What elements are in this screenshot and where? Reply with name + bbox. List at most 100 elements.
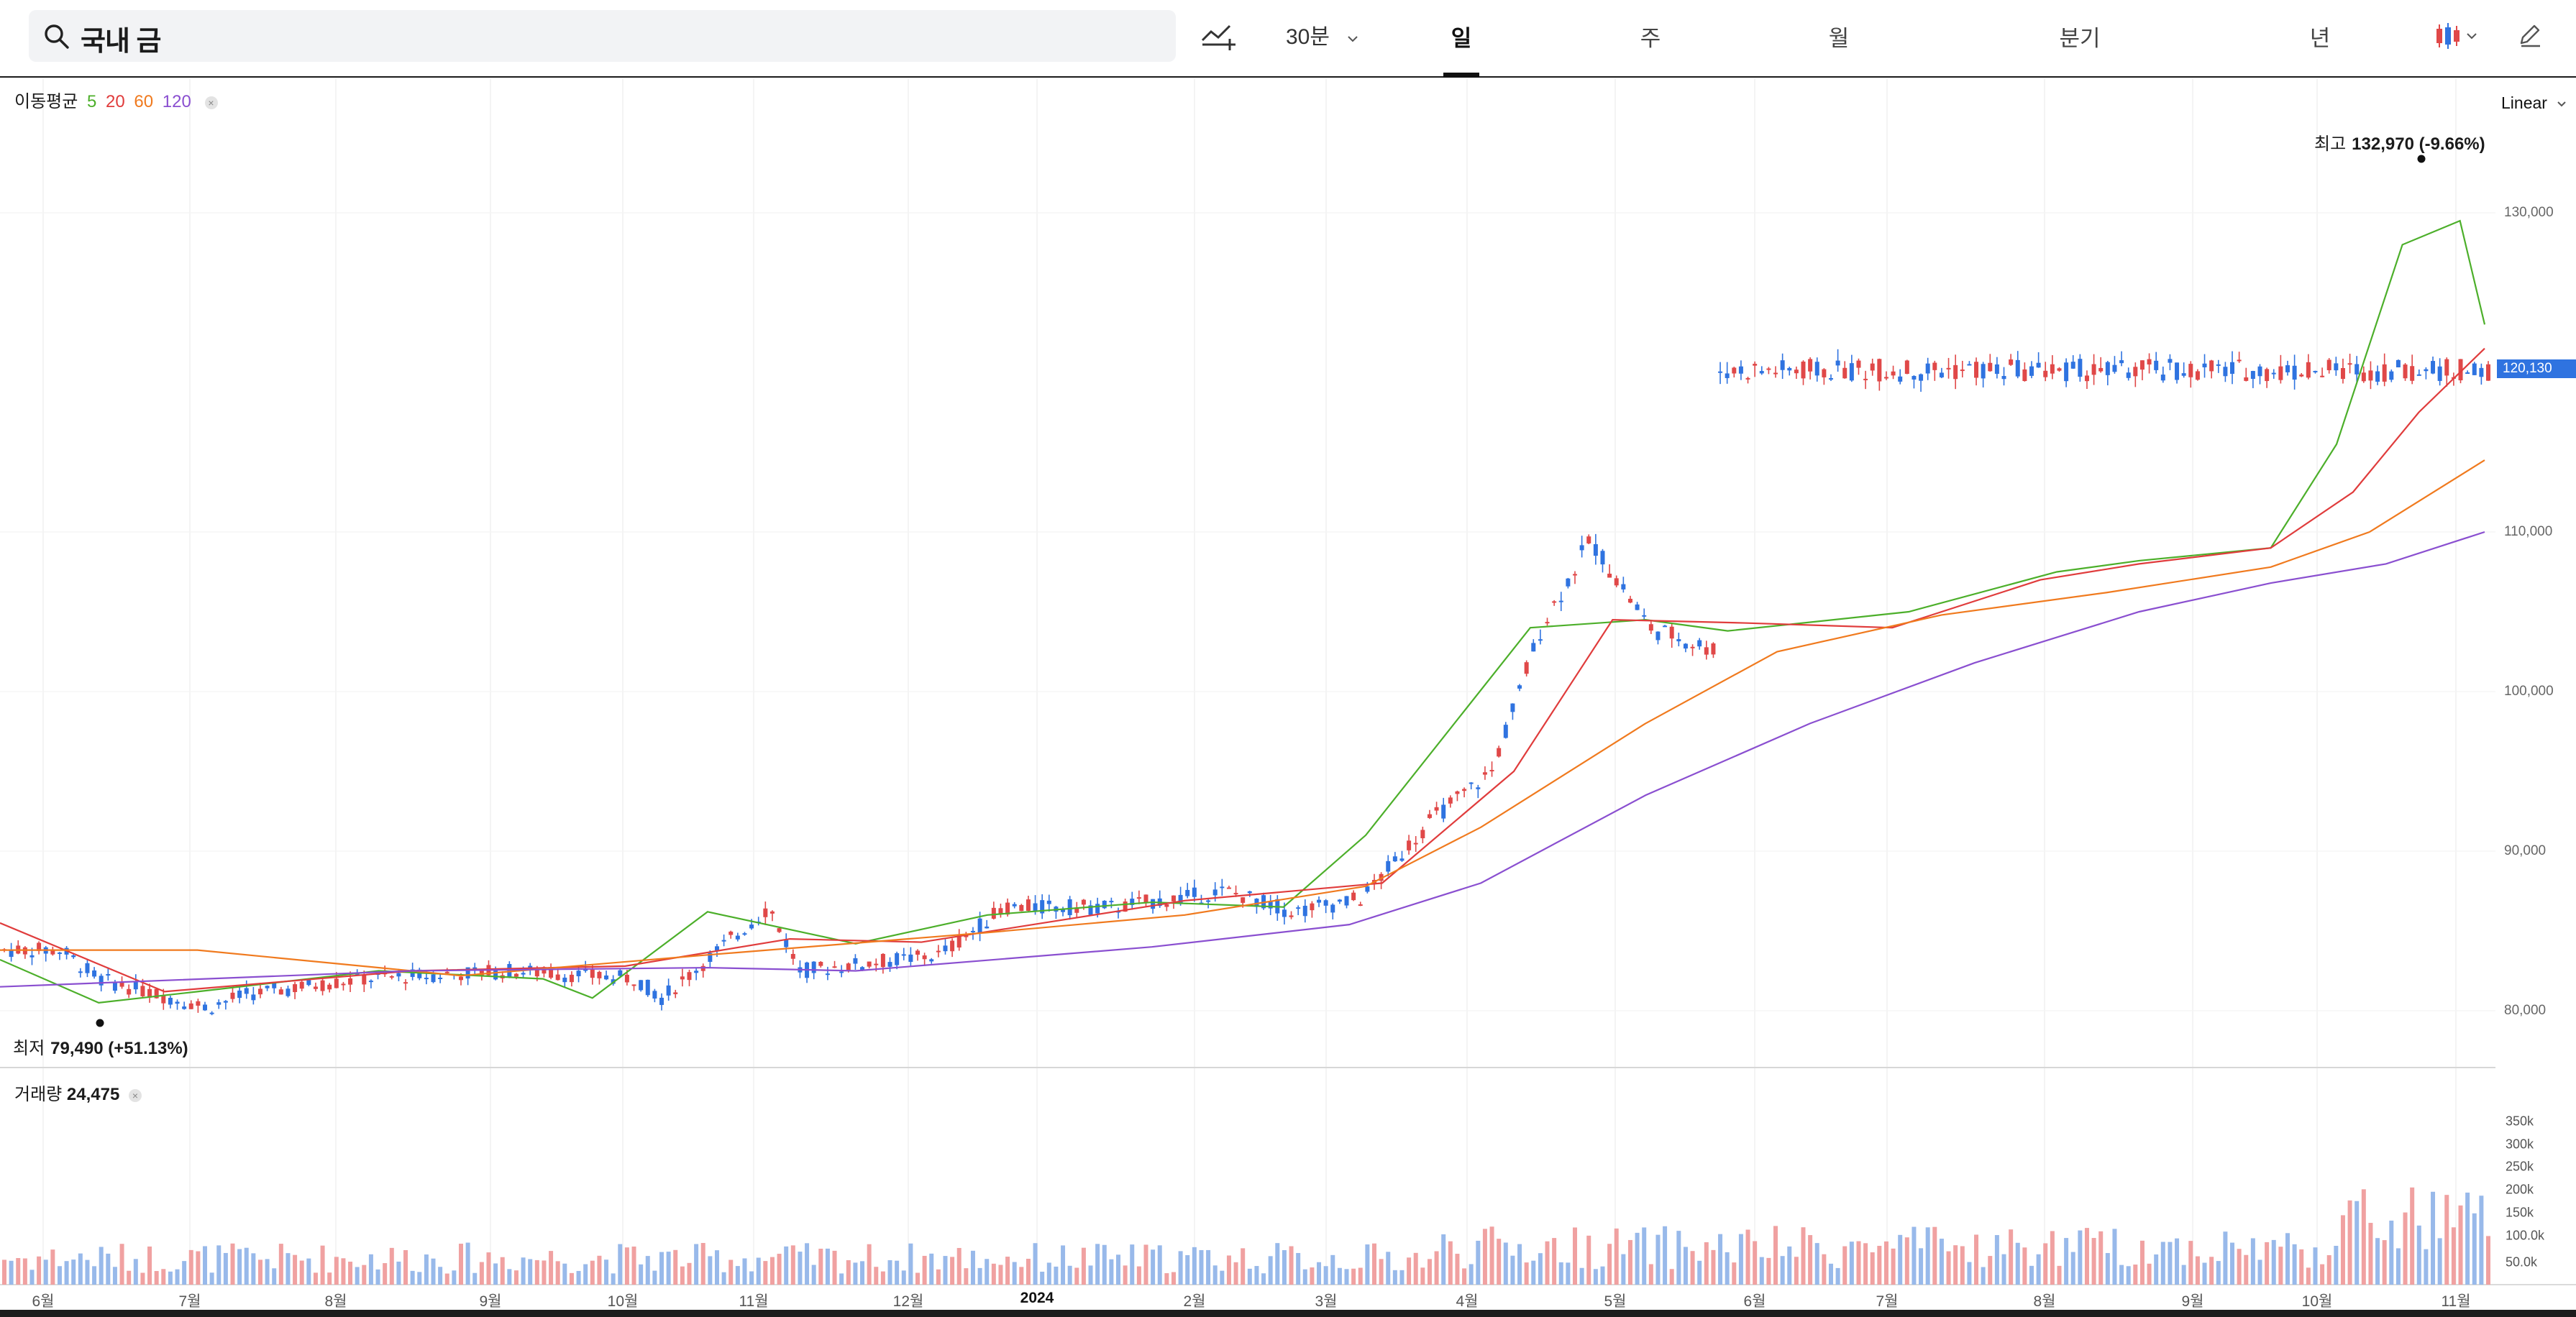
volume-bar <box>2001 1254 2006 1285</box>
candle-body <box>1310 903 1315 911</box>
candles <box>2 349 2490 1016</box>
tab-quarter[interactable]: 분기 <box>2059 26 2101 51</box>
volume-bar <box>355 1267 360 1285</box>
candle-body <box>1974 362 1979 378</box>
ma-legend[interactable]: 이동평균 5 20 60 120 × <box>14 87 222 112</box>
tab-month[interactable]: 월 <box>1828 26 1850 51</box>
candle-body <box>1317 899 1322 903</box>
interval-dropdown[interactable]: 30분 <box>1286 19 1360 50</box>
volume-bar <box>2437 1238 2442 1285</box>
candle-body <box>2015 359 2020 377</box>
price-axis-tick: 90,000 <box>2504 843 2547 858</box>
volume-bar <box>1143 1244 1148 1285</box>
volume-bar <box>327 1272 332 1285</box>
volume-bar <box>1462 1268 1467 1285</box>
price-axis-tick: 110,000 <box>2504 524 2553 539</box>
volume-bar <box>1371 1243 1376 1285</box>
volume-bar <box>1123 1265 1128 1285</box>
volume-bar <box>2078 1230 2083 1285</box>
candle-body <box>2437 366 2442 381</box>
volume-bar <box>1988 1256 1993 1285</box>
volume-bar <box>2160 1242 2165 1285</box>
candle-body <box>1814 362 1819 376</box>
candle-body <box>604 975 609 980</box>
volume-bar <box>555 1261 560 1285</box>
volume-bar <box>611 1273 616 1285</box>
volume-bar <box>1476 1240 1481 1285</box>
candle-body <box>749 924 754 929</box>
candle-body <box>2340 368 2345 380</box>
volume-legend[interactable]: 거래량 24,475 × <box>14 1080 142 1105</box>
volume-bar <box>956 1247 962 1285</box>
volume-bar <box>257 1259 262 1285</box>
volume-bar <box>818 1248 823 1285</box>
volume-bar <box>2472 1213 2477 1285</box>
volume-bar <box>112 1267 117 1285</box>
volume-bar <box>2292 1244 2297 1285</box>
search-bar[interactable]: 국내 금 <box>29 10 1176 62</box>
candle-body <box>915 950 920 955</box>
moving-average-lines <box>0 219 2486 1004</box>
volume-bar <box>784 1246 789 1285</box>
candle-body <box>244 988 249 994</box>
candle-body <box>2382 364 2387 382</box>
volume-bar <box>1524 1262 1529 1285</box>
volume-bar <box>2015 1242 2020 1285</box>
volume-bar <box>1005 1257 1010 1285</box>
volume-bar <box>798 1252 803 1285</box>
add-indicator-icon[interactable] <box>1200 20 1237 52</box>
volume-bar <box>1642 1227 1647 1285</box>
candle-body <box>1773 372 1778 375</box>
candle-body <box>825 973 830 976</box>
candle-body <box>1600 551 1605 565</box>
candle-body <box>2223 367 2228 377</box>
candle-body <box>569 974 574 983</box>
candle-body <box>1697 640 1702 647</box>
pencil-icon[interactable] <box>2517 23 2543 49</box>
close-icon[interactable]: × <box>129 1088 142 1102</box>
candle-body <box>57 952 62 954</box>
tab-week[interactable]: 주 <box>1640 26 1661 51</box>
volume-bar <box>756 1257 761 1285</box>
volume-bar <box>2382 1240 2387 1285</box>
volume-bar <box>37 1256 42 1285</box>
time-axis-tick: 11월 <box>739 1293 769 1310</box>
candle-body <box>1171 895 1176 901</box>
volume-bar <box>2361 1189 2366 1285</box>
volume-bar <box>1420 1267 1425 1285</box>
volume-label: 거래량 <box>14 1085 63 1104</box>
candle-body <box>811 961 816 973</box>
volume-bar <box>659 1252 664 1285</box>
candle-body <box>119 982 124 987</box>
volume-bar <box>1399 1270 1405 1285</box>
tab-year[interactable]: 년 <box>2309 26 2331 51</box>
candle-body <box>2105 362 2110 375</box>
volume-bar <box>2416 1225 2421 1285</box>
volume-bar <box>687 1262 692 1285</box>
candle-body <box>2424 369 2429 372</box>
time-axis-tick: 8월 <box>324 1293 347 1310</box>
volume-bar <box>1199 1249 1204 1285</box>
chart-type-dropdown[interactable] <box>2434 22 2478 50</box>
candle-body <box>92 970 97 977</box>
volume-bar <box>1538 1253 1543 1285</box>
candle-body <box>936 950 941 953</box>
time-axis-tick: 11월 <box>2441 1293 2471 1310</box>
volume-bar <box>1019 1267 1024 1285</box>
volume-bar <box>465 1242 470 1285</box>
volume-bar <box>1386 1252 1391 1285</box>
search-query[interactable]: 국내 금 <box>81 27 161 57</box>
candle-body <box>1247 891 1252 894</box>
volume-bar <box>576 1270 581 1285</box>
price-axis-tick: 100,000 <box>2504 684 2554 699</box>
volume-bar <box>2389 1220 2394 1285</box>
volume-bar <box>2334 1245 2339 1285</box>
close-icon[interactable]: × <box>204 96 218 109</box>
scale-dropdown[interactable]: Linear <box>2501 93 2567 113</box>
candle-body <box>278 989 283 995</box>
candle-body <box>2361 372 2366 382</box>
volume-bar <box>922 1255 927 1285</box>
tab-day[interactable]: 일 <box>1451 26 1472 51</box>
candle-body <box>154 988 159 999</box>
